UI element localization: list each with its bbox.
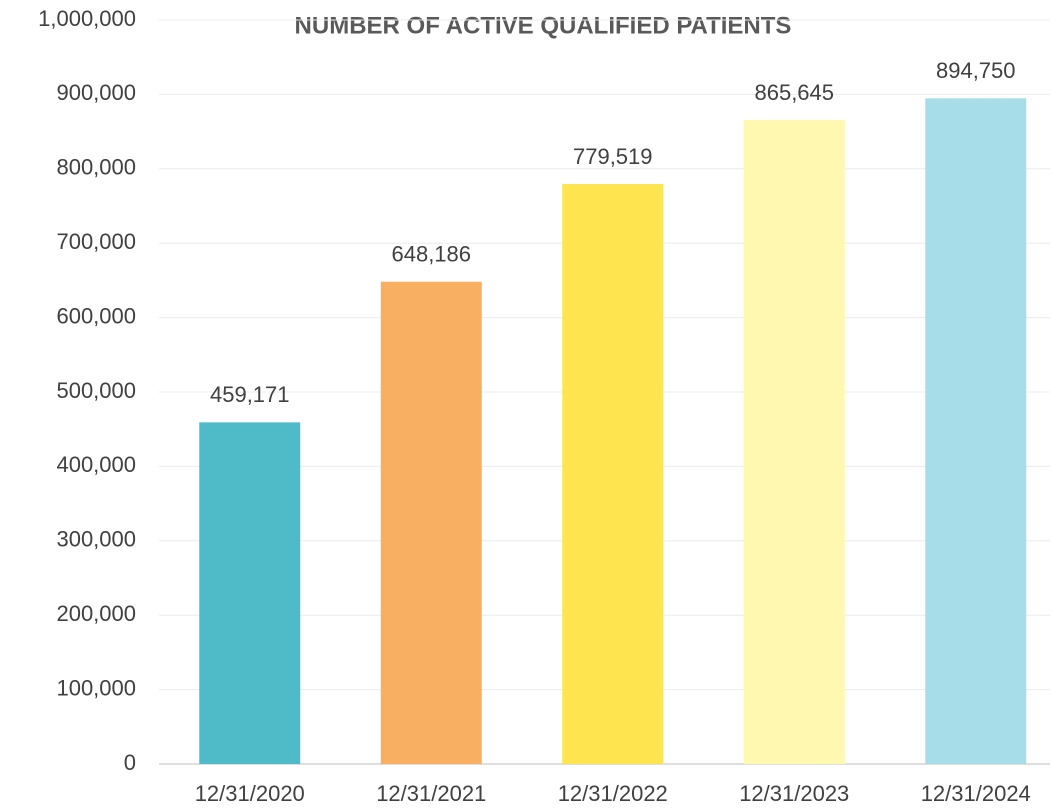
y-tick-label: 400,000 <box>56 452 136 477</box>
x-tick-label: 12/31/2022 <box>558 781 668 806</box>
x-tick-label: 12/31/2021 <box>376 781 486 806</box>
bar <box>562 184 664 765</box>
x-tick-label: 12/31/2023 <box>739 781 849 806</box>
x-tick-label: 12/31/2024 <box>921 781 1031 806</box>
y-tick-label: 100,000 <box>56 675 136 700</box>
value-label: 865,645 <box>754 80 834 105</box>
value-label: 648,186 <box>391 242 471 267</box>
y-tick-label: 300,000 <box>56 527 136 552</box>
y-tick-label: 700,000 <box>56 229 136 254</box>
bar <box>199 422 301 764</box>
y-tick-label: 200,000 <box>56 601 136 626</box>
x-tick-label: 12/31/2020 <box>195 781 305 806</box>
y-tick-label: 900,000 <box>56 80 136 105</box>
y-tick-label: 800,000 <box>56 155 136 180</box>
bar <box>925 98 1027 764</box>
y-tick-label: 600,000 <box>56 303 136 328</box>
value-label: 459,171 <box>210 382 290 407</box>
chart-title: NUMBER OF ACTIVE QUALIFIED PATIENTS <box>295 12 792 39</box>
value-label: 894,750 <box>936 58 1016 83</box>
y-tick-label: 500,000 <box>56 378 136 403</box>
value-label: 779,519 <box>573 144 653 169</box>
bar <box>380 281 482 764</box>
y-tick-label: 0 <box>124 750 136 775</box>
y-tick-label: 1,000,000 <box>38 6 136 31</box>
bar <box>743 119 845 764</box>
